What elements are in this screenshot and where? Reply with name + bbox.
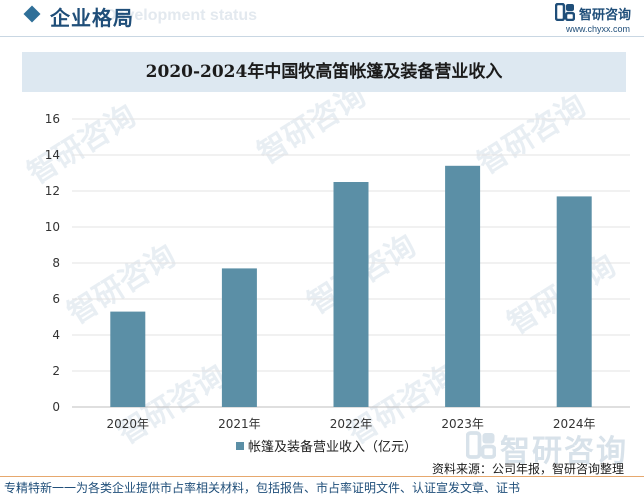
brand-url: www.chyxx.com [566,24,631,34]
y-tick-label: 10 [45,220,60,234]
bar [333,182,369,407]
section-title: 企业格局 [50,6,134,30]
watermark-logo-text: 智研咨询 [500,434,628,469]
watermark-logo-icon [466,431,496,459]
y-tick-label: 6 [52,292,60,306]
chart-title-box: 2020-2024年中国牧高笛帐篷及装备营业收入 [22,52,626,92]
bar [221,268,257,407]
bar [556,196,592,407]
y-tick-label: 4 [52,328,60,342]
x-tick-label: 2022年 [330,417,373,431]
x-tick-label: 2021年 [218,417,261,431]
footer-divider [0,476,644,477]
y-tick-label: 14 [45,148,60,162]
brand-logo-text: 智研咨询 [579,8,632,23]
legend-swatch [236,442,244,450]
legend: 帐篷及装备营业收入（亿元） [236,436,417,455]
y-tick-label: 12 [45,184,60,198]
bar-chart: 0 2 4 6 8 10 12 14 16 2020年 2021年 2022年 2023年 2024年 [45,112,630,431]
header: Development status 企业格局 智研咨询 www.chyxx.c… [0,0,644,40]
chart-title: 2020-2024年中国牧高笛帐篷及装备营业收入 [145,62,503,82]
footer-text: 专精特新一一为各类企业提供市占率相关材料，包括报告、市占率证明文件、认证宣发文章… [4,481,521,495]
brand-logo-icon [555,3,575,21]
y-tick-label: 16 [45,112,60,126]
x-tick-label: 2024年 [553,417,596,431]
x-tick-label: 2020年 [107,417,150,431]
x-tick-label: 2023年 [441,417,484,431]
bar [445,165,481,407]
y-tick-label: 0 [52,400,60,414]
header-divider [0,36,644,37]
y-tick-label: 8 [52,256,60,270]
y-tick-label: 2 [52,364,60,378]
diamond-icon [23,5,41,23]
section-subtitle: Development status [105,7,258,24]
legend-label: 帐篷及装备营业收入（亿元） [248,440,418,455]
bar [110,311,146,407]
source-note: 资料来源：公司年报，智研咨询整理 [432,462,625,476]
